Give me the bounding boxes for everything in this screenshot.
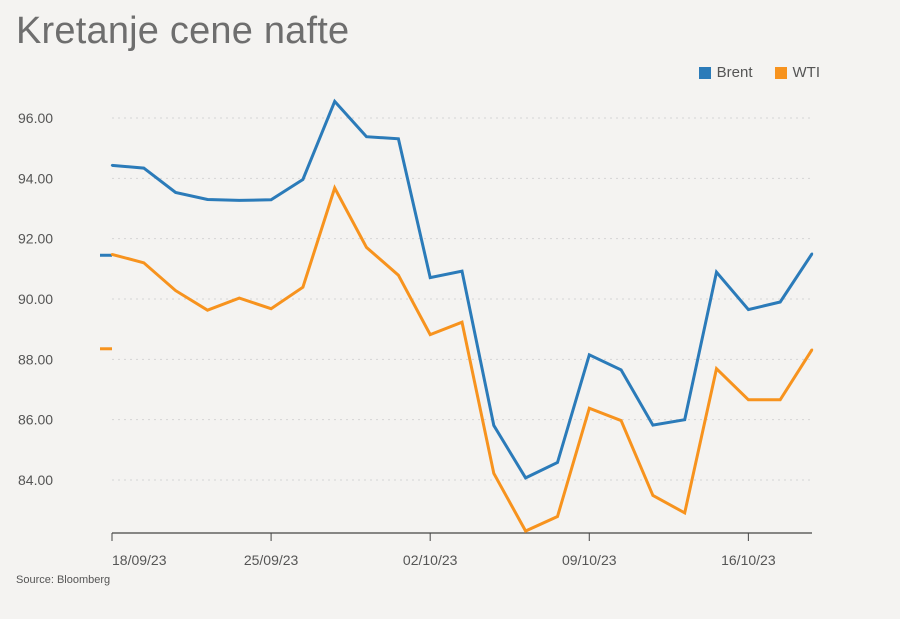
data-point-brent	[619, 368, 623, 372]
data-point-brent	[301, 178, 305, 181]
data-point-wti	[206, 308, 209, 312]
data-point-wti	[110, 253, 114, 256]
data-point-wti	[460, 321, 464, 324]
data-point-wti	[428, 333, 432, 336]
data-point-brent	[238, 199, 241, 202]
data-point-wti	[492, 472, 496, 475]
data-point-wti	[524, 529, 527, 533]
data-point-brent	[206, 198, 209, 201]
legend-label-wti: WTI	[792, 64, 821, 81]
y-tick-label: 88.00	[18, 351, 53, 367]
series-line-brent	[111, 98, 814, 480]
data-point-brent	[269, 198, 273, 201]
series-lines	[100, 98, 814, 533]
data-point-brent	[683, 418, 686, 421]
data-point-wti	[778, 398, 782, 401]
data-point-brent	[333, 100, 336, 103]
data-point-brent	[715, 270, 718, 274]
x-tick-label: 02/10/23	[403, 552, 458, 568]
data-point-wti	[142, 261, 146, 264]
data-point-wti	[333, 186, 336, 190]
data-point-wti	[683, 511, 686, 515]
chart-legend: Brent WTI	[698, 64, 821, 81]
data-point-brent	[747, 308, 750, 311]
data-point-brent	[397, 137, 400, 141]
legend-item-brent: Brent	[698, 64, 753, 81]
x-tick-label: 09/10/23	[562, 552, 617, 568]
x-tick-label: 16/10/23	[721, 552, 776, 568]
legend-item-wti: WTI	[774, 64, 821, 81]
data-point-wti	[269, 307, 273, 310]
data-point-brent	[778, 300, 782, 304]
data-point-wti	[715, 367, 718, 370]
data-point-wti	[397, 273, 400, 277]
data-point-wti	[747, 398, 750, 401]
data-point-brent	[428, 276, 432, 279]
data-point-wti	[619, 419, 623, 422]
x-tick-label: 18/09/23	[112, 552, 167, 568]
y-tick-label: 94.00	[18, 170, 53, 186]
data-point-wti	[174, 289, 177, 292]
data-point-wti	[301, 286, 305, 289]
data-point-brent	[651, 423, 655, 427]
y-tick-label: 96.00	[18, 110, 53, 126]
gridlines	[112, 117, 812, 481]
y-tick-label: 86.00	[18, 412, 53, 428]
data-point-brent	[110, 164, 114, 167]
data-point-brent	[810, 252, 814, 255]
x-tick-label: 25/09/23	[244, 552, 299, 568]
legend-swatch-brent	[698, 66, 711, 79]
data-point-brent	[556, 461, 559, 464]
data-point-wti	[556, 515, 559, 518]
data-point-brent	[365, 135, 368, 138]
y-tick-label: 92.00	[18, 231, 53, 247]
data-point-wti	[810, 348, 814, 351]
legend-label-brent: Brent	[716, 64, 753, 81]
legend-swatch-wti	[774, 66, 787, 79]
data-point-brent	[492, 424, 496, 427]
data-point-brent	[460, 270, 464, 273]
y-tick-label: 90.00	[18, 291, 53, 307]
y-tick-label: 84.00	[18, 472, 53, 488]
chart-title: Kretanje cene nafte	[16, 10, 350, 52]
data-point-wti	[588, 407, 591, 410]
data-point-brent	[524, 476, 527, 480]
data-point-brent	[142, 166, 146, 170]
data-point-brent	[174, 191, 177, 194]
data-point-wti	[238, 296, 241, 300]
source-note: Source: Bloomberg	[16, 574, 111, 586]
axes: 84.00 86.00 88.00 90.00 92.00 94.00 96.00 18/09…	[18, 110, 812, 568]
data-point-wti	[651, 494, 655, 497]
data-point-wti	[365, 246, 368, 249]
data-point-brent	[588, 353, 591, 357]
